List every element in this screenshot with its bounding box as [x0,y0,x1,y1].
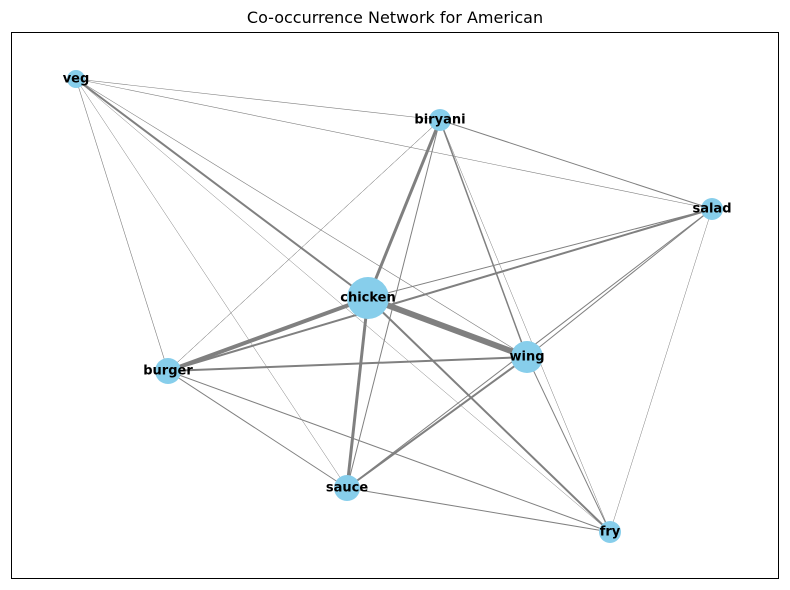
node-label-burger: burger [143,364,193,379]
edge-chicken-salad [367,208,713,299]
chart-title: Co-occurrence Network for American [246,8,544,27]
edge-veg-salad [75,78,713,210]
edge-salad-fry [609,208,713,533]
node-label-biryani: biryani [414,113,465,128]
node-salad [701,198,723,220]
plot-frame [11,32,779,579]
node-veg [67,70,85,88]
edge-wing-fry [526,356,611,533]
edge-biryani-wing [439,119,528,358]
edge-chicken-veg [75,78,369,299]
node-label-wing: wing [509,350,544,365]
node-label-chicken: chicken [340,291,396,306]
edge-chicken-burger [167,296,369,373]
node-layer [67,70,723,543]
node-wing [511,341,543,373]
edge-layer [75,78,713,533]
edge-burger-sauce [167,370,348,489]
edge-biryani-sauce [346,119,441,489]
edge-biryani-fry [439,119,611,533]
edge-chicken-fry [367,297,611,533]
edge-veg-sauce [75,78,348,489]
node-sauce [334,475,360,501]
edge-burger-salad [167,208,713,372]
node-biryani [429,109,451,131]
edge-sauce-fry [346,487,611,533]
node-chicken [347,277,389,319]
label-layer: chicken wing burger sauce biryani salad fry veg [63,72,732,540]
edge-veg-biryani [75,78,441,121]
node-label-fry: fry [600,525,621,540]
edge-burger-biryani [167,119,441,372]
node-label-salad: salad [692,202,731,217]
edge-chicken-wing [366,295,529,360]
edge-veg-burger [75,78,169,372]
edge-chicken-sauce [345,297,370,489]
edge-burger-wing [167,356,528,372]
edge-veg-fry [75,78,611,533]
node-burger [155,358,181,384]
edge-biryani-salad [439,119,713,210]
edge-chicken-biryani [366,119,442,299]
node-fry [599,521,621,543]
node-label-sauce: sauce [326,481,368,496]
node-label-veg: veg [63,72,90,87]
edge-veg-wing [75,78,528,358]
edge-burger-fry [167,370,611,533]
edge-wing-salad [526,208,713,358]
edge-wing-sauce [346,356,528,489]
